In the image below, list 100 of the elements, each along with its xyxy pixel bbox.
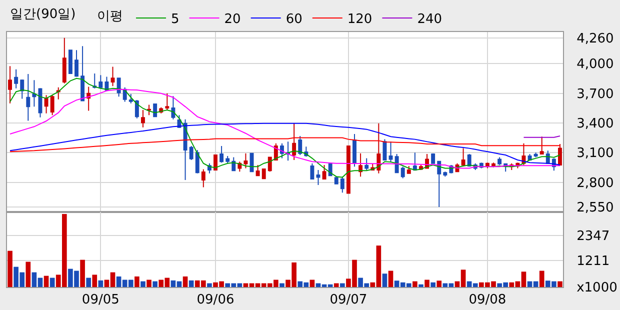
bar (340, 283, 345, 287)
candlestick (74, 50, 78, 78)
bar (418, 284, 424, 287)
candlestick (467, 153, 472, 168)
candlestick (316, 169, 320, 186)
y-tick-label: 2,550 (576, 200, 614, 216)
candlestick (220, 146, 224, 164)
bar (98, 280, 104, 287)
bar (280, 283, 284, 287)
bar (44, 276, 49, 287)
bar (424, 280, 430, 287)
candlestick (86, 86, 91, 112)
bar (146, 280, 152, 287)
candlestick (431, 152, 436, 164)
candlestick (244, 152, 248, 169)
candlestick (443, 171, 448, 178)
candlestick (394, 153, 399, 174)
legend-label: 120 (347, 12, 372, 28)
x-tick-label: 09/07 (330, 292, 368, 308)
candlestick (147, 104, 151, 116)
x-tick-label: 09/08 (468, 292, 506, 308)
candlestick (116, 78, 121, 98)
candlestick (256, 164, 260, 176)
candlestick (26, 74, 30, 122)
x-tick-label: 09/06 (196, 292, 234, 308)
candlestick (98, 74, 103, 89)
y-tick-label: 1211 (576, 254, 610, 269)
candlestick (153, 104, 158, 118)
y-tick-label: 3,700 (576, 86, 614, 102)
line-series (10, 137, 560, 152)
candlestick (558, 143, 562, 166)
candlestick (226, 156, 230, 164)
candlestick (232, 156, 236, 172)
bar (152, 281, 158, 287)
y-tick-label: 2347 (576, 229, 610, 244)
candlestick (364, 158, 369, 170)
candlestick (388, 141, 393, 162)
candlestick (376, 122, 381, 174)
bar (430, 282, 436, 287)
candlestick (322, 164, 326, 180)
bar (182, 276, 188, 287)
line-series (10, 88, 560, 169)
y-tick-label: 4,260 (576, 31, 614, 46)
candlestick (171, 96, 176, 120)
candlestick (141, 110, 145, 128)
candlestick (20, 78, 24, 100)
candlestick (292, 122, 296, 160)
legend-label: 20 (224, 12, 241, 28)
candlestick (68, 50, 72, 75)
bar (388, 270, 394, 287)
y-tick-label: 4,000 (576, 57, 614, 72)
bar (382, 274, 388, 287)
candlestick (189, 146, 194, 160)
candlestick (340, 176, 344, 194)
bar (412, 281, 418, 287)
candlestick (310, 162, 314, 180)
bar (26, 262, 31, 287)
candlestick (62, 37, 66, 84)
line-series (10, 78, 560, 178)
bar (334, 283, 339, 287)
candlestick (165, 92, 170, 111)
bar (80, 260, 85, 287)
candlestick (268, 156, 272, 172)
candlestick (540, 136, 544, 154)
candlestick (134, 100, 139, 119)
candlestick (201, 168, 206, 188)
chart-title: 일간(90일) (10, 7, 76, 22)
candlestick (262, 168, 266, 180)
y-tick-label: 3,100 (576, 146, 614, 162)
candlestick (298, 136, 302, 156)
bar (539, 270, 544, 287)
legend-label: 240 (417, 12, 442, 28)
legend-label: 60 (286, 12, 302, 28)
bar (207, 283, 212, 287)
candlestick (14, 68, 18, 89)
candlestick (50, 94, 54, 116)
y-tick-label: x1000 (576, 280, 618, 296)
candlestick (110, 66, 115, 87)
bar (140, 281, 146, 287)
candlestick (195, 149, 200, 174)
candlestick (412, 152, 417, 172)
candlestick (534, 152, 538, 158)
candlestick (128, 94, 133, 104)
candlestick (352, 133, 356, 168)
y-tick-label: 2,800 (576, 176, 614, 191)
y-tick-label: 3,400 (576, 116, 614, 132)
candlestick (8, 66, 12, 104)
candlestick (461, 148, 466, 166)
candlestick (498, 156, 502, 166)
bar (92, 274, 98, 287)
bar (50, 278, 55, 287)
bar (188, 280, 194, 287)
line-series (10, 122, 560, 166)
candlestick (382, 138, 387, 160)
legend-label: 5 (171, 12, 180, 28)
candlestick (104, 76, 109, 91)
candlestick (346, 146, 350, 194)
candlestick (44, 94, 48, 114)
x-tick-label: 09/05 (82, 292, 120, 308)
candlestick (32, 80, 36, 108)
